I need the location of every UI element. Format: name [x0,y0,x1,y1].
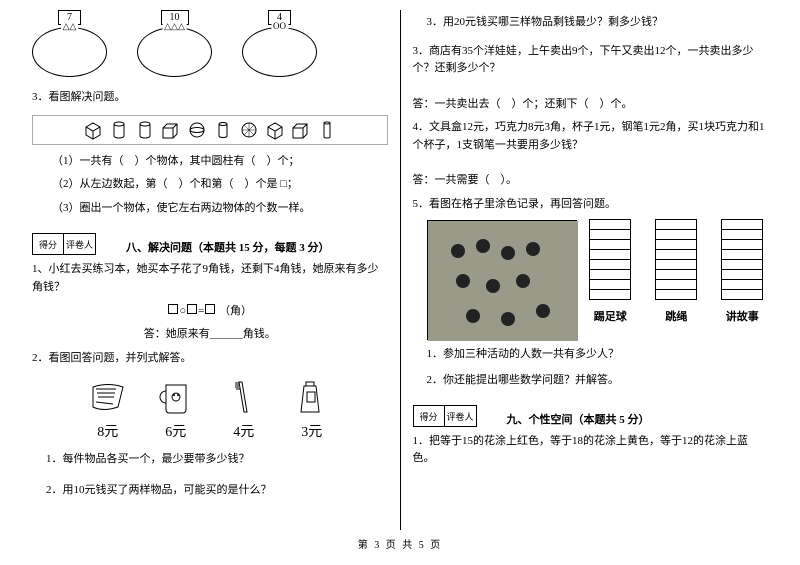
q8-5-2: 2．你还能提出哪些数学问题？并解答。 [413,372,769,389]
q8-1: 1、小红去买练习本，她买本子花了9角钱，还剩下4角钱，她原来有多少角钱？ [32,261,388,296]
cylinder-icon [109,120,129,140]
tally-label: 踢足球 [594,308,627,324]
shapes-row [32,115,388,145]
score-box-9: 得分 评卷人 九、个性空间（本题共 5 分） [413,405,769,427]
tally-col-2: 跳绳 [655,220,697,324]
oval-shapes: △△ [61,21,79,32]
cup-icon [156,377,196,417]
grader-label: 评卷人 [64,233,96,255]
score-box: 得分 评卷人 八、解决问题（本题共 15 分，每题 3 分） [32,233,388,255]
oval-2: 10 △△△ [137,10,212,77]
sphere-icon [187,120,207,140]
score-label: 得分 [413,405,445,427]
panda-image [427,220,577,340]
tally-group: 踢足球 跳绳 讲故事 [589,220,763,324]
price: 4元 [233,421,254,441]
price: 3元 [301,421,322,441]
towel-icon [88,377,128,417]
q8-2: 2．看图回答问题，并列式解答。 [32,350,388,368]
cylinder-icon [317,120,337,140]
q8-2-2: 2．用10元钱买了两样物品，可能买的是什么？ [32,482,388,499]
price: 8元 [97,421,118,441]
q8-3: 3．商店有35个洋娃娃，上午卖出9个，下午又卖出12个，一共卖出多少个？还剩多少… [413,43,769,78]
cylinder-icon [213,120,233,140]
cube-icon [83,120,103,140]
items-row: 8元 6元 4元 3元 [32,377,388,441]
price: 6元 [165,421,186,441]
q8-2-1: 1．每件物品各买一个，最少要带多少钱？ [32,451,388,468]
item-towel: 8元 [88,377,128,441]
cube-icon [265,120,285,140]
q8-1-ans: 答：她原来有______角钱。 [32,326,388,344]
cuboid-icon [291,120,311,140]
q8-4-ans: 答：一共需要（ ）。 [413,172,769,190]
oval-shapes: △△△ [162,21,187,32]
left-column: 7 △△ 10 △△△ 4 OO 3．看图解决问题。 （1）一 [20,10,400,530]
item-cup: 6元 [156,377,196,441]
score-label: 得分 [32,233,64,255]
q8-4: 4．文具盒12元，巧克力8元3角，杯子1元，钢笔1元2角，买1块巧克力和1个杯子… [413,119,769,154]
right-column: 3．用20元钱买哪三样物品剩钱最少？剩多少钱？ 3．商店有35个洋娃娃，上午卖出… [401,10,781,530]
tally-label: 讲故事 [726,308,759,324]
unit-label: （角） [219,305,252,317]
tally-label: 跳绳 [665,308,687,324]
grader-label: 评卷人 [445,405,477,427]
q8-2-3: 3．用20元钱买哪三样物品剩钱最少？剩多少钱？ [413,14,769,31]
oval-1: 7 △△ [32,10,107,77]
q8-3-ans: 答：一共卖出去（ ）个；还剩下（ ）个。 [413,96,769,114]
section-8-title: 八、解决问题（本题共 15 分，每题 3 分） [126,239,330,255]
cylinder-icon [135,120,155,140]
page-footer: 第 3 页 共 5 页 [20,536,780,551]
item-toothpaste: 3元 [292,377,332,441]
tally-section: 踢足球 跳绳 讲故事 [427,220,769,340]
oval-shapes: OO [271,21,288,31]
q8-5-1: 1．参加三种活动的人数一共有多少人？ [413,346,769,363]
oval-3: 4 OO [242,10,317,77]
q8-1-work: ○= （角） [32,303,388,321]
section-9-title: 九、个性空间（本题共 5 分） [507,411,650,427]
page-container: 7 △△ 10 △△△ 4 OO 3．看图解决问题。 （1）一 [20,10,780,530]
tally-col-1: 踢足球 [589,220,631,324]
toothbrush-icon [224,377,264,417]
item-toothbrush: 4元 [224,377,264,441]
toothpaste-icon [292,377,332,417]
q3-3: （3）圈出一个物体，使它左右两边物体的个数一样。 [32,200,388,218]
q3-1: （1）一共有（ ）个物体，其中圆柱有（ ）个； [32,153,388,171]
q8-5: 5．看图在格子里涂色记录，再回答问题。 [413,196,769,214]
q9-1: 1．把等于15的花涂上红色，等于18的花涂上黄色，等于12的花涂上蓝色。 [413,433,769,468]
tally-col-3: 讲故事 [721,220,763,324]
cuboid-icon [161,120,181,140]
q3-2: （2）从左边数起，第（ ）个和第（ ）个是 □； [32,176,388,194]
ovals-row: 7 △△ 10 △△△ 4 OO [32,10,388,77]
ball-icon [239,120,259,140]
q3-title: 3．看图解决问题。 [32,89,388,107]
